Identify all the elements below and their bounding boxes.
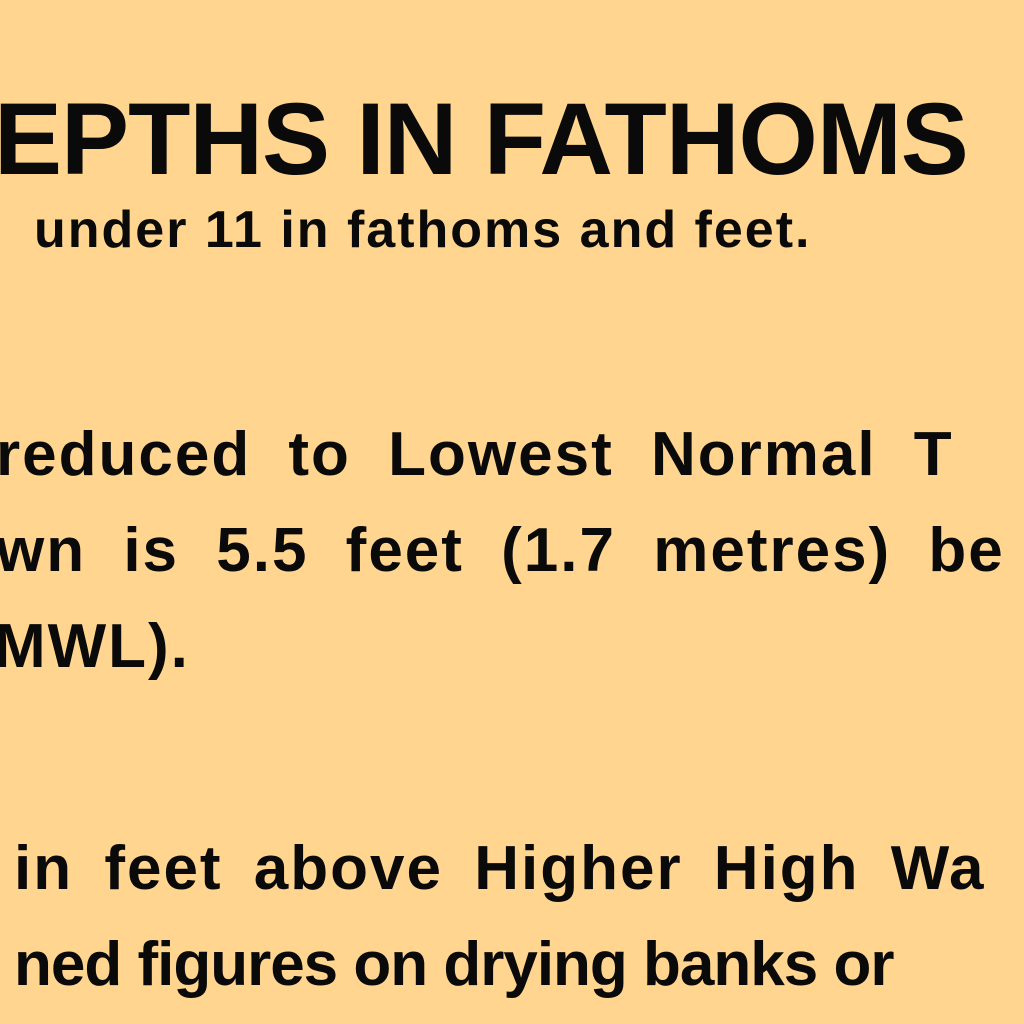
- datum-note-line-3: MWL).: [0, 616, 190, 678]
- heights-note-line-2: ned figures on drying banks or: [14, 934, 893, 996]
- datum-note-line-1: reduced to Lowest Normal T: [0, 424, 954, 486]
- datum-note-line-2: wn is 5.5 feet (1.7 metres) be: [0, 520, 1005, 582]
- heights-note-line-1: in feet above Higher High Wa: [14, 838, 985, 900]
- depths-heading: EPTHS IN FATHOMS: [0, 88, 968, 190]
- depths-subheading: under 11 in fathoms and feet.: [34, 204, 811, 256]
